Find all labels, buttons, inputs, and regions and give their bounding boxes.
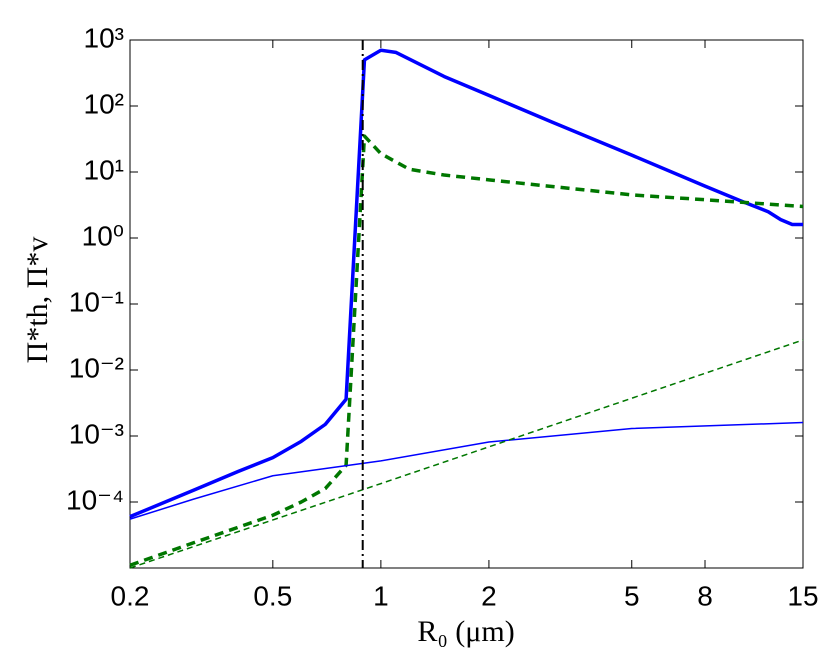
y-tick-label: 10⁰ bbox=[82, 220, 124, 251]
series-line bbox=[129, 339, 804, 569]
x-axis-label: R₀ (μm) bbox=[417, 615, 514, 648]
x-tick-label: 0.5 bbox=[253, 580, 292, 611]
y-tick-label: 10⁻² bbox=[69, 352, 124, 383]
x-tick-label: 2 bbox=[481, 580, 497, 611]
x-tick-label: 8 bbox=[697, 580, 713, 611]
y-tick-label: 10³ bbox=[84, 22, 124, 53]
series-line bbox=[129, 48, 803, 519]
x-tick-label: 5 bbox=[624, 580, 640, 611]
y-tick-label: 10⁻⁴ bbox=[66, 484, 124, 515]
x-tick-label: 1 bbox=[373, 580, 389, 611]
series-line bbox=[129, 134, 804, 567]
y-axis-label: Π*th, Π*v bbox=[21, 237, 54, 364]
y-tick-label: 10⁻³ bbox=[69, 418, 124, 449]
y-tick-label: 10¹ bbox=[84, 154, 124, 185]
x-tick-label: 0.2 bbox=[111, 580, 150, 611]
series-line bbox=[129, 421, 804, 520]
x-tick-label: 15 bbox=[787, 580, 818, 611]
y-tick-label: 10² bbox=[84, 88, 124, 119]
y-tick-label: 10⁻¹ bbox=[69, 286, 124, 317]
